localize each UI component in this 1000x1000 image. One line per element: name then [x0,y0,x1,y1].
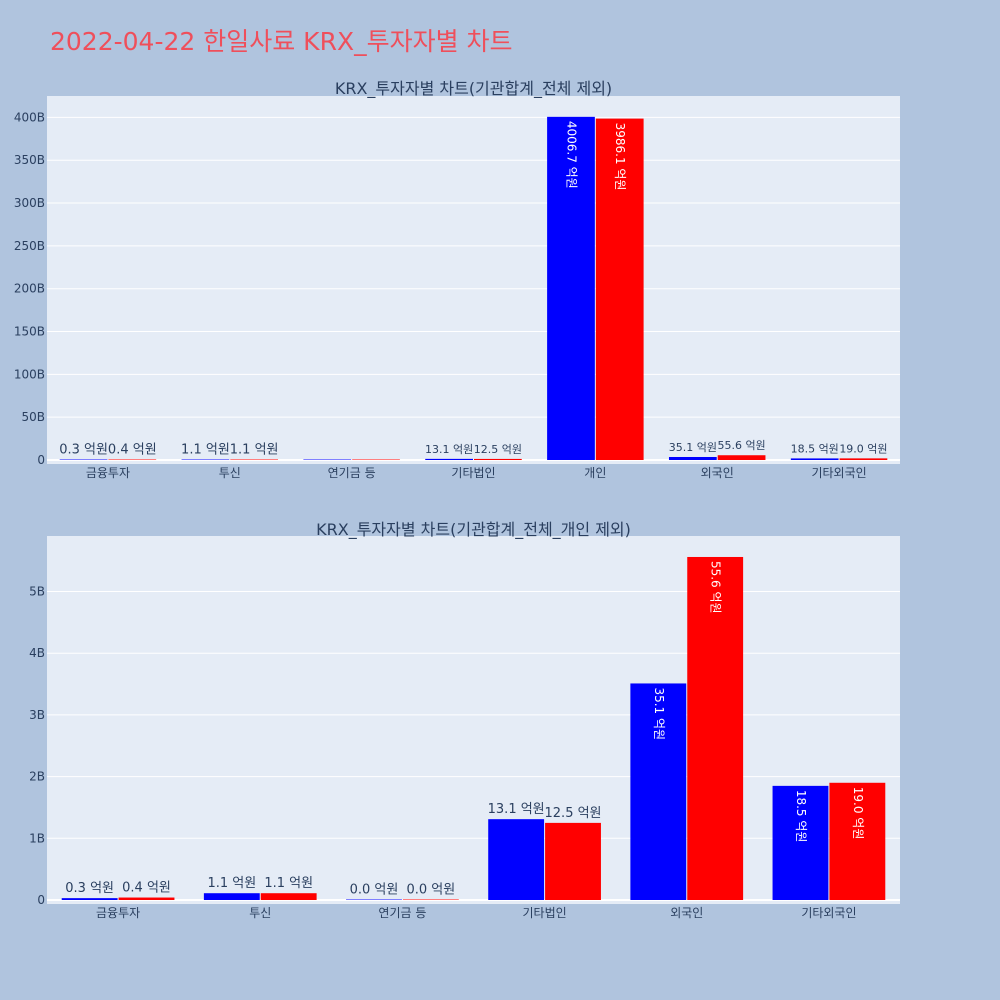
x-tick-label: 투신 [249,906,271,920]
y-tick-label: 50B [21,410,45,424]
page-title: 2022-04-22 한일사료 KRX_투자자별 차트 [50,27,513,56]
data-label: 13.1 억원 [425,443,473,456]
y-tick-label: 200B [14,282,45,296]
data-label: 35.1 억원 [669,441,717,454]
y-tick-label: 2B [29,770,45,784]
bar-series-1 [61,898,118,900]
data-label: 13.1 억원 [488,802,545,817]
y-tick-label: 350B [14,153,45,167]
bar-series-1 [203,893,260,900]
chart-title: KRX_투자자별 차트(기관합계_전체 제외) [335,79,612,99]
x-tick-label: 외국인 [701,466,734,480]
bar-series-1 [790,458,839,460]
x-tick-label: 외국인 [670,906,703,920]
bar-series-1 [772,785,829,900]
y-tick-label: 400B [14,110,45,124]
x-tick-label: 연기금 등 [378,906,426,920]
y-tick-label: 4B [29,646,45,660]
bar-series-2 [839,458,888,460]
bar-series-2 [545,822,601,900]
bar-series-2 [352,459,400,460]
data-label: 0.4 억원 [122,881,171,896]
bar-series-1 [181,459,230,460]
bar-series-1 [303,459,352,460]
data-label: 0.0 억원 [406,883,455,898]
bar-series-1 [547,116,595,461]
plot-area [47,536,900,904]
y-tick-label: 150B [14,325,45,339]
bar-series-2 [230,459,279,460]
x-tick-label: 기타법인 [451,466,495,480]
bar-series-2 [829,782,886,900]
data-label: 12.5 억원 [545,806,602,821]
y-tick-label: 0 [37,453,45,467]
chart-1: KRX_투자자별 차트(기관합계_전체 제외) 0 50B 100B 150B 200B 2… [14,79,900,480]
y-tick-label: 3B [29,708,45,722]
chart-title: KRX_투자자별 차트(기관합계_전체_개인 제외) [316,520,631,540]
data-label: 35.1 억원 [652,687,666,740]
data-label: 3986.1 억원 [613,123,627,191]
x-tick-label: 금융투자 [96,906,140,920]
y-tick-label: 1B [29,831,45,845]
bar-series-2 [260,893,317,900]
x-tick-label: 개인 [584,466,606,480]
y-tick-label: 5B [29,585,45,599]
bar-series-1 [488,819,545,900]
data-label: 55.6 억원 [709,561,723,614]
data-label: 19.0 억원 [839,442,887,455]
x-tick-label: 기타법인 [522,906,566,920]
bar-series-1 [668,456,717,460]
data-label: 4006.7 억원 [564,121,578,189]
bar-series-2 [717,455,766,460]
data-label: 18.5 억원 [791,442,839,455]
data-label: 1.1 억원 [207,876,256,891]
data-label: 0.3 억원 [59,443,108,458]
data-label: 0.4 억원 [108,443,157,458]
data-label: 19.0 억원 [851,787,865,840]
data-label: 0.0 억원 [350,883,399,898]
data-label: 12.5 억원 [474,443,522,456]
x-tick-label: 기타외국인 [811,466,866,480]
bar-series-1 [346,899,402,900]
chart-2: KRX_투자자별 차트(기관합계_전체_개인 제외) 0 1B 2B 3B 4B 5B 금융투… [29,520,900,920]
x-tick-label: 기타외국인 [801,906,856,920]
data-label: 1.1 억원 [230,443,279,458]
data-label: 1.1 억원 [181,443,230,458]
plot-area [47,96,900,464]
bar-series-2 [118,897,175,900]
data-label: 1.1 억원 [264,876,313,891]
bar-series-2 [595,118,644,460]
y-tick-label: 300B [14,196,45,210]
data-label: 55.6 억원 [717,439,765,452]
x-tick-label: 금융투자 [86,466,130,480]
x-tick-label: 투신 [219,466,241,480]
y-tick-label: 0 [37,893,45,907]
bar-series-2 [108,459,157,460]
bar-series-2 [687,556,744,900]
y-tick-label: 100B [14,367,45,381]
data-label: 18.5 억원 [794,790,808,843]
data-label: 0.3 억원 [65,881,114,896]
bar-series-1 [425,458,473,460]
x-tick-label: 연기금 등 [328,466,376,480]
bar-series-2 [402,899,459,900]
bar-series-1 [630,683,687,900]
y-tick-label: 250B [14,239,45,253]
bar-series-1 [59,459,108,460]
bar-series-2 [474,458,522,460]
